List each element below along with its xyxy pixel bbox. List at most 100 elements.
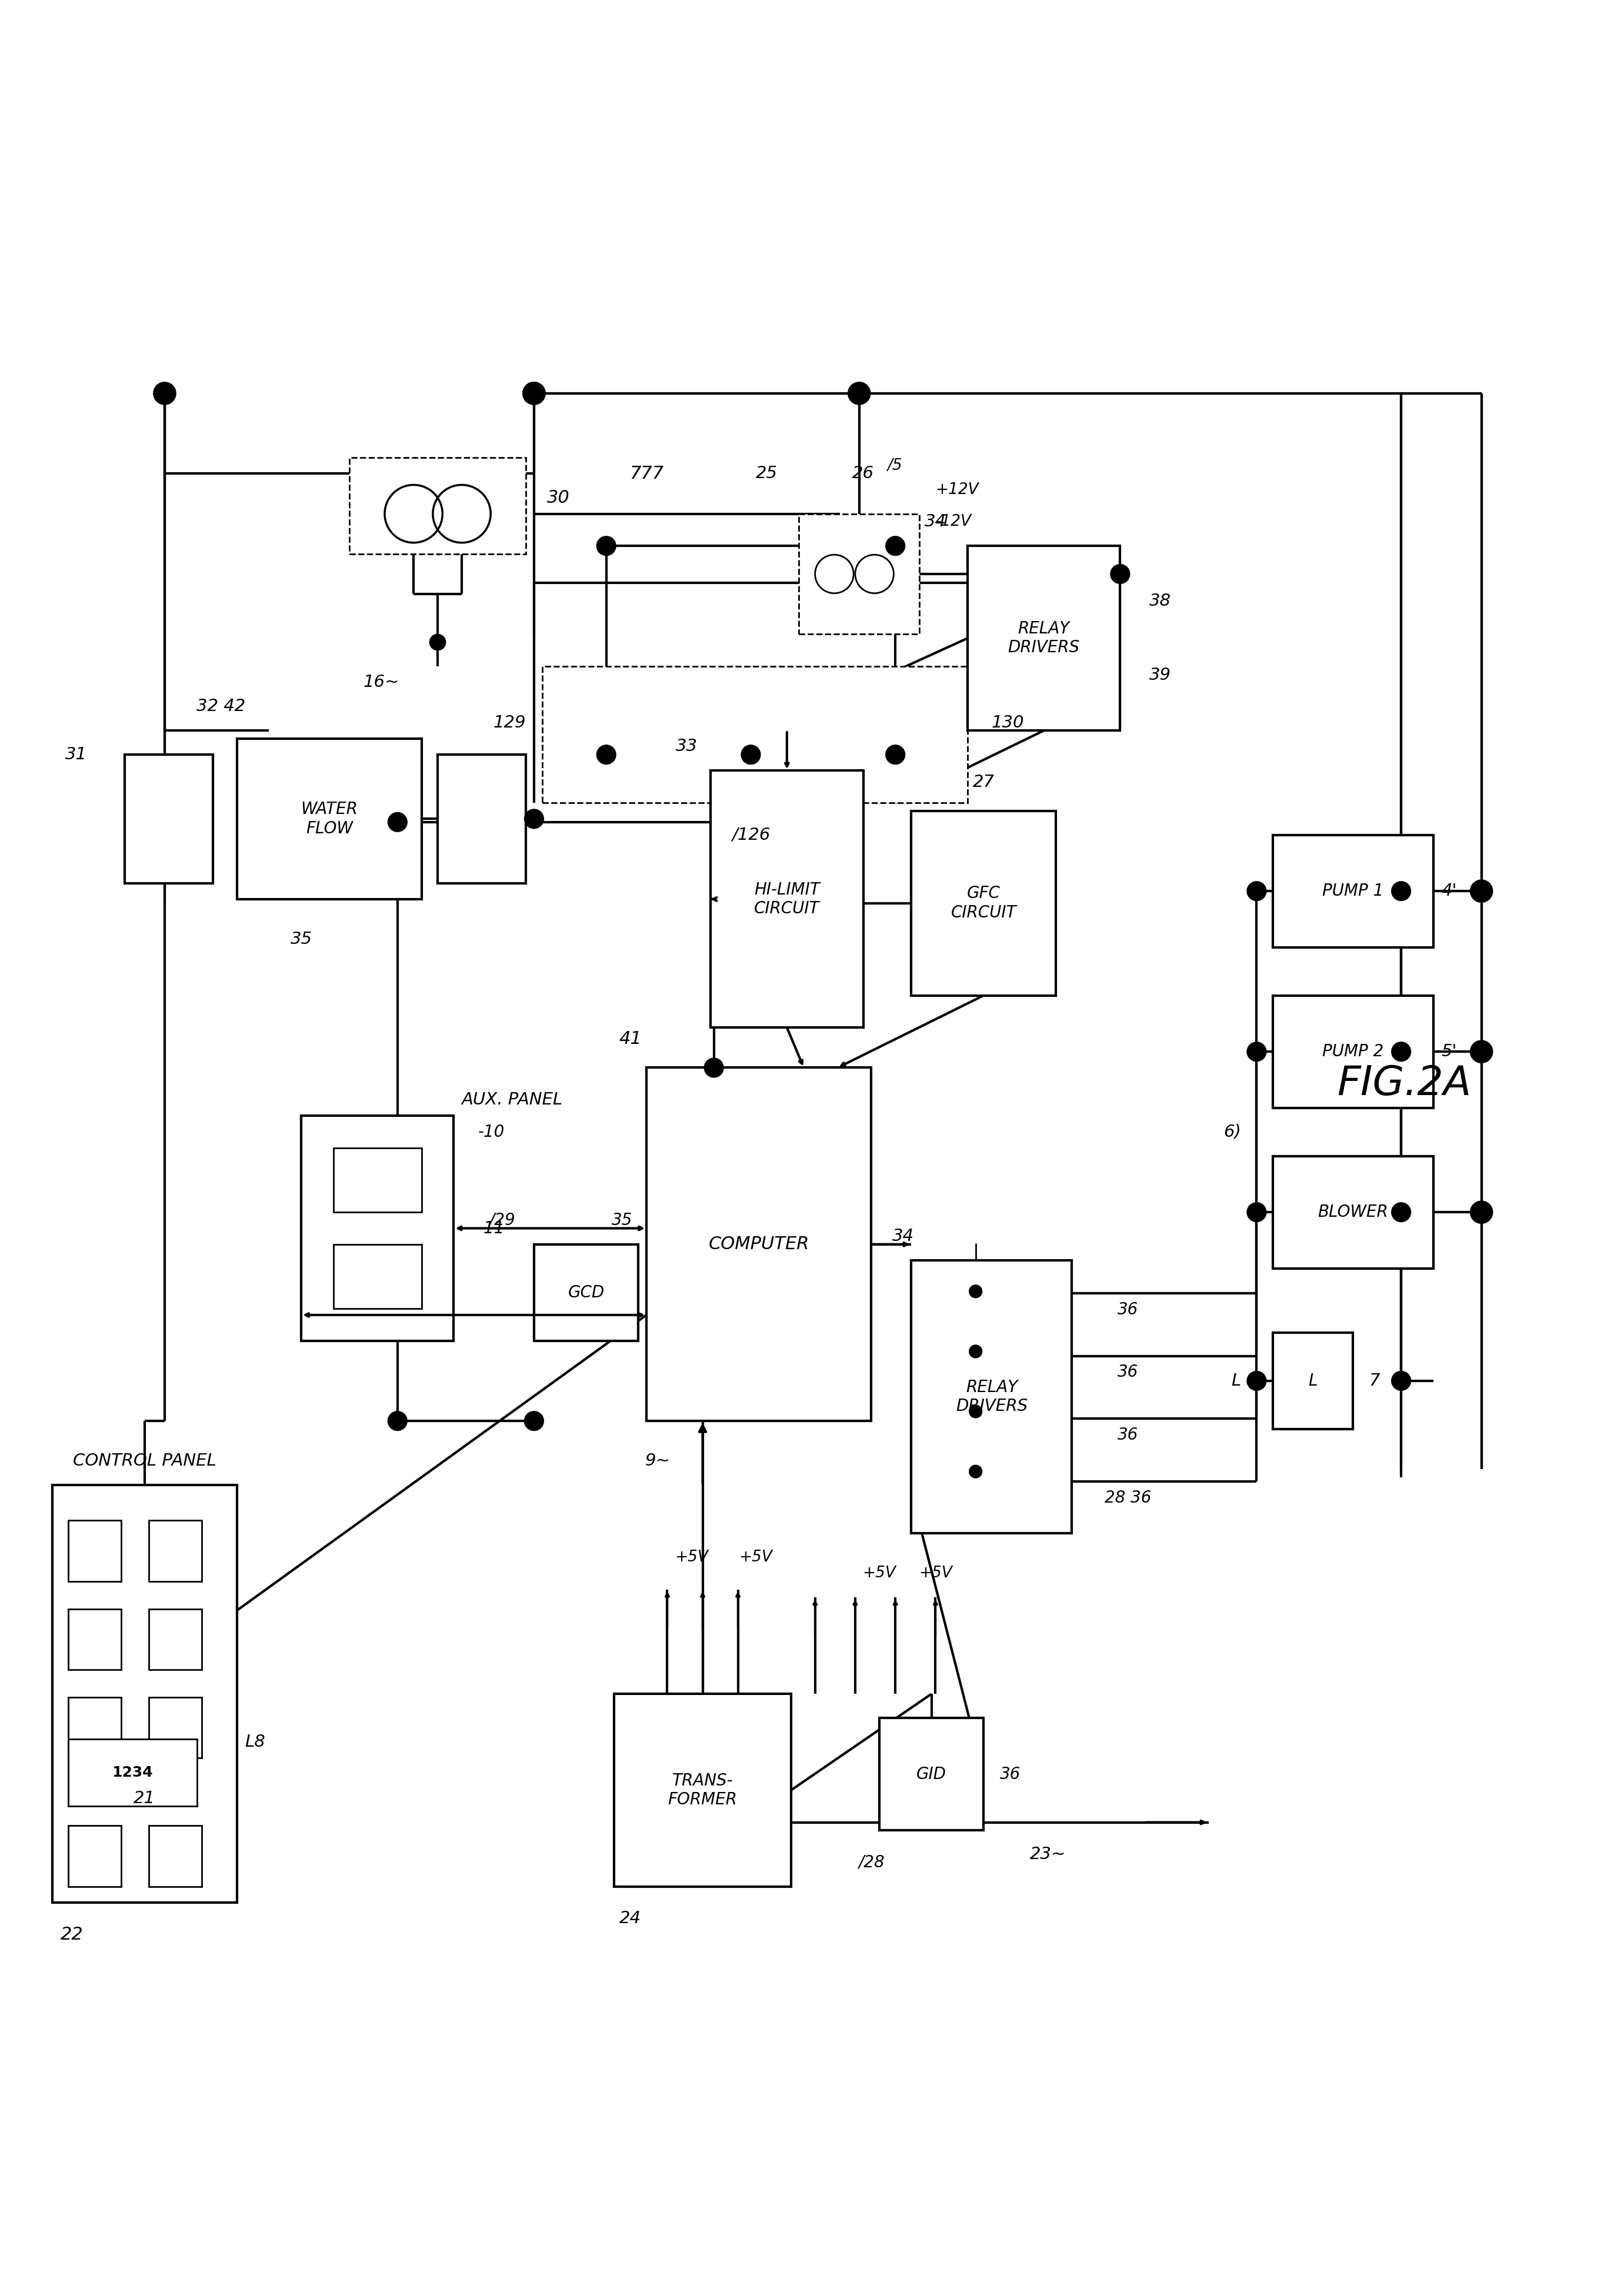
Bar — [148, 1609, 202, 1669]
Text: 36: 36 — [1119, 1426, 1138, 1444]
Text: +5V: +5V — [862, 1566, 896, 1582]
Bar — [124, 755, 213, 884]
Text: 35: 35 — [612, 1212, 633, 1228]
Text: GCD: GCD — [568, 1283, 605, 1302]
Text: BLOWER: BLOWER — [1317, 1203, 1388, 1221]
Bar — [332, 1148, 421, 1212]
Text: GID: GID — [917, 1766, 946, 1782]
Text: -12V: -12V — [936, 514, 972, 530]
Circle shape — [1470, 1040, 1493, 1063]
Circle shape — [1470, 879, 1493, 902]
Bar — [52, 1486, 237, 1903]
Bar — [1273, 996, 1433, 1109]
Circle shape — [1391, 1203, 1411, 1221]
Text: 25: 25 — [755, 466, 778, 482]
Text: +5V: +5V — [739, 1550, 773, 1566]
Circle shape — [597, 537, 617, 556]
Text: 1234: 1234 — [111, 1766, 153, 1779]
Circle shape — [525, 808, 544, 829]
Bar — [1273, 836, 1433, 948]
Bar — [710, 771, 863, 1029]
Text: /126: /126 — [731, 827, 770, 843]
Text: 34: 34 — [925, 514, 946, 530]
Circle shape — [1391, 882, 1411, 900]
Text: 39: 39 — [1149, 666, 1172, 684]
Bar — [437, 755, 526, 884]
Circle shape — [597, 744, 617, 765]
Text: 4': 4' — [1441, 884, 1457, 900]
Circle shape — [387, 1412, 407, 1430]
Bar — [68, 1609, 121, 1669]
Text: 27: 27 — [973, 774, 994, 790]
Text: 31: 31 — [66, 746, 87, 762]
Text: 22: 22 — [60, 1926, 82, 1942]
Text: L8: L8 — [245, 1733, 265, 1750]
Circle shape — [153, 381, 176, 404]
Text: -10: -10 — [478, 1123, 505, 1141]
Bar — [237, 739, 421, 900]
Circle shape — [886, 744, 905, 765]
Bar — [68, 1825, 121, 1887]
Circle shape — [968, 1405, 981, 1419]
Text: AUX. PANEL: AUX. PANEL — [462, 1091, 563, 1109]
Text: 34: 34 — [893, 1228, 914, 1244]
Bar — [912, 1261, 1072, 1534]
Bar — [148, 1520, 202, 1582]
Bar — [148, 1697, 202, 1759]
Bar — [912, 810, 1056, 996]
Circle shape — [968, 1465, 981, 1479]
Text: 30: 30 — [547, 489, 570, 505]
Circle shape — [1248, 882, 1267, 900]
Bar — [647, 1068, 872, 1421]
Circle shape — [387, 813, 407, 831]
Text: 7: 7 — [1369, 1373, 1380, 1389]
Circle shape — [741, 744, 760, 765]
Text: 32 42: 32 42 — [197, 698, 245, 714]
Text: 24: 24 — [620, 1910, 641, 1926]
Circle shape — [1248, 1042, 1267, 1061]
Bar — [880, 1717, 983, 1830]
Text: 9~: 9~ — [646, 1453, 670, 1469]
Text: -11: -11 — [478, 1219, 505, 1238]
Text: RELAY
DRIVERS: RELAY DRIVERS — [1009, 620, 1080, 657]
Circle shape — [523, 381, 546, 404]
Bar — [68, 1738, 197, 1807]
Text: 5': 5' — [1441, 1042, 1457, 1061]
Text: CONTROL PANEL: CONTROL PANEL — [73, 1453, 216, 1469]
Text: 6): 6) — [1223, 1123, 1241, 1141]
Text: PUMP 2: PUMP 2 — [1322, 1042, 1383, 1061]
Circle shape — [525, 1412, 544, 1430]
Bar — [302, 1116, 454, 1341]
Bar — [332, 1244, 421, 1309]
Text: 130: 130 — [991, 714, 1025, 730]
Text: 33: 33 — [676, 739, 697, 755]
Text: 21: 21 — [134, 1791, 155, 1807]
Bar — [68, 1697, 121, 1759]
Bar — [1273, 1155, 1433, 1267]
Circle shape — [523, 381, 546, 404]
Text: /28: /28 — [859, 1855, 884, 1871]
Circle shape — [1248, 1371, 1267, 1391]
Text: 35: 35 — [291, 932, 312, 948]
Circle shape — [429, 634, 445, 650]
Text: 36: 36 — [1119, 1364, 1138, 1380]
Bar — [542, 666, 967, 804]
Circle shape — [1391, 1042, 1411, 1061]
Text: +5V: +5V — [675, 1550, 709, 1566]
Bar — [967, 546, 1120, 730]
Text: /29: /29 — [489, 1212, 515, 1228]
Circle shape — [1391, 1371, 1411, 1391]
Text: /5: /5 — [888, 457, 902, 473]
Text: TRANS-
FORMER: TRANS- FORMER — [668, 1773, 738, 1807]
Circle shape — [886, 537, 905, 556]
Text: 41: 41 — [618, 1031, 642, 1047]
Text: 36: 36 — [1119, 1302, 1138, 1318]
Circle shape — [847, 381, 870, 404]
Bar — [1273, 1332, 1353, 1428]
Text: HI-LIMIT
CIRCUIT: HI-LIMIT CIRCUIT — [754, 882, 820, 916]
Bar — [349, 457, 526, 553]
Circle shape — [1248, 1203, 1267, 1221]
Text: L: L — [1231, 1373, 1241, 1389]
Text: 23~: 23~ — [1030, 1846, 1065, 1862]
Text: +12V: +12V — [936, 482, 978, 498]
